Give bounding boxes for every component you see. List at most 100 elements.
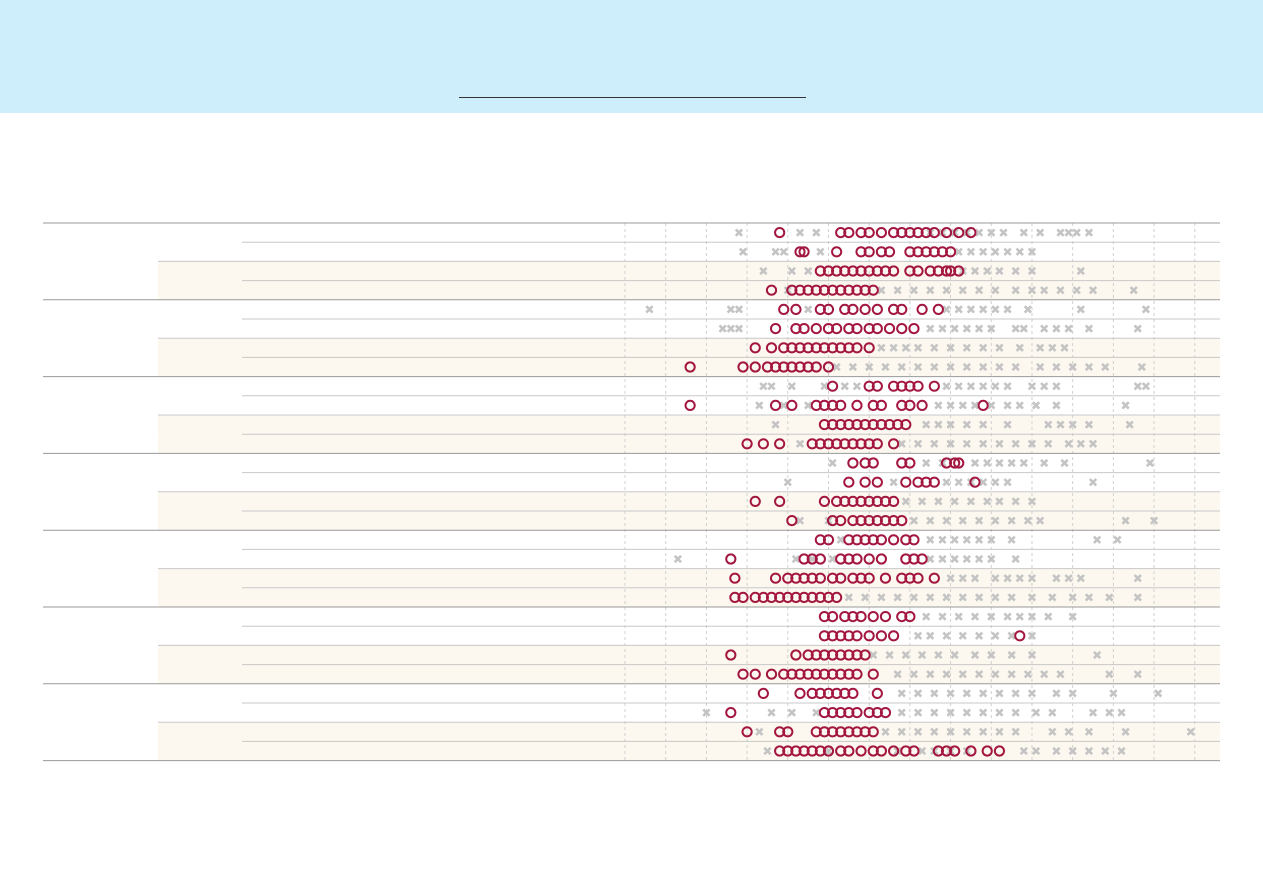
circle-marker <box>969 476 981 488</box>
row-band <box>158 415 1220 435</box>
circle-marker <box>904 265 916 277</box>
x-marker <box>987 228 996 237</box>
x-marker <box>995 343 1004 352</box>
circle-marker <box>908 745 920 757</box>
x-marker <box>1056 286 1065 295</box>
x-marker <box>962 439 971 448</box>
circle-marker <box>814 534 826 546</box>
x-marker <box>1031 708 1041 717</box>
x-marker <box>979 439 988 448</box>
circle-marker <box>940 745 953 757</box>
circle-marker <box>912 265 924 277</box>
x-marker <box>1011 554 1020 564</box>
circle-marker <box>835 553 847 565</box>
x-marker <box>755 401 764 410</box>
circle-marker <box>855 572 867 584</box>
circle-marker <box>794 342 806 354</box>
circle-marker <box>818 726 831 738</box>
x-marker <box>946 420 955 429</box>
circle-marker <box>859 534 871 546</box>
circle-marker <box>953 227 965 239</box>
x-marker <box>1040 382 1049 391</box>
x-marker <box>726 324 735 333</box>
x-marker <box>901 343 910 352</box>
circle-marker <box>859 649 871 661</box>
circle-marker <box>928 572 940 584</box>
x-marker <box>1186 727 1195 736</box>
x-marker <box>804 401 813 410</box>
x-marker <box>734 324 744 333</box>
x-marker <box>1076 305 1085 314</box>
x-marker <box>1003 478 1012 487</box>
circle-marker <box>843 707 855 719</box>
x-marker <box>962 343 971 352</box>
x-marker <box>897 727 906 736</box>
x-marker <box>1072 286 1081 295</box>
x-marker <box>1149 516 1159 525</box>
x-marker <box>942 382 951 391</box>
circle-marker <box>684 399 696 411</box>
circle-marker <box>798 572 810 584</box>
circle-marker <box>822 591 835 604</box>
circle-marker <box>847 611 859 623</box>
x-marker <box>1133 574 1142 583</box>
circle-marker <box>798 745 810 757</box>
circle-marker <box>871 687 883 700</box>
circle-marker <box>875 419 887 431</box>
x-marker <box>979 420 988 429</box>
x-marker <box>987 535 996 544</box>
circle-marker <box>924 265 936 277</box>
circle-marker <box>912 246 924 258</box>
circle-marker <box>863 572 875 584</box>
circle-marker <box>859 457 871 469</box>
circle-marker <box>802 649 814 661</box>
x-marker <box>1011 689 1020 698</box>
x-marker <box>974 631 984 640</box>
x-marker <box>791 554 801 564</box>
circle-marker <box>851 668 863 680</box>
x-marker <box>987 324 996 333</box>
row-band <box>158 722 1220 742</box>
x-marker <box>860 593 870 602</box>
circle-marker <box>814 553 826 565</box>
circle-marker <box>875 553 887 565</box>
x-marker <box>1019 228 1028 237</box>
x-marker <box>926 593 935 602</box>
circle-marker <box>904 399 916 411</box>
circle-marker <box>888 515 900 527</box>
x-marker <box>1129 286 1138 295</box>
x-marker <box>938 554 947 564</box>
circle-marker <box>835 726 847 738</box>
circle-marker <box>940 457 953 469</box>
circle-marker <box>965 227 977 239</box>
x-marker <box>922 612 931 621</box>
x-marker <box>930 689 939 698</box>
x-marker <box>991 247 1000 256</box>
circle-marker <box>818 707 831 719</box>
circle-marker <box>835 668 847 680</box>
x-marker <box>970 612 980 621</box>
x-marker <box>1064 727 1073 736</box>
circle-marker <box>802 284 814 296</box>
x-marker <box>779 247 788 256</box>
circle-marker <box>896 380 908 392</box>
x-marker <box>1052 689 1061 698</box>
circle-marker <box>725 707 737 719</box>
x-marker <box>804 305 813 314</box>
row-band <box>158 280 1220 300</box>
x-marker <box>1044 612 1053 621</box>
x-marker <box>763 746 772 756</box>
circle-marker <box>863 515 875 527</box>
circle-marker <box>855 745 867 757</box>
x-marker <box>1113 535 1122 544</box>
x-marker <box>1007 458 1016 468</box>
x-marker <box>1084 593 1094 602</box>
circle-marker <box>867 399 879 411</box>
circle-marker <box>835 649 847 661</box>
x-marker <box>1027 593 1037 602</box>
circle-marker <box>843 726 855 738</box>
circle-marker <box>826 284 839 296</box>
circle-marker <box>790 323 802 335</box>
x-marker <box>901 497 910 506</box>
